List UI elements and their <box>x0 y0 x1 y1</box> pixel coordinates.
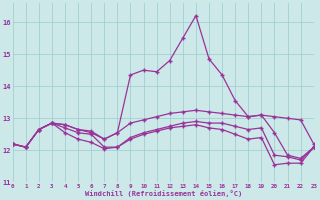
X-axis label: Windchill (Refroidissement éolien,°C): Windchill (Refroidissement éolien,°C) <box>84 190 242 197</box>
